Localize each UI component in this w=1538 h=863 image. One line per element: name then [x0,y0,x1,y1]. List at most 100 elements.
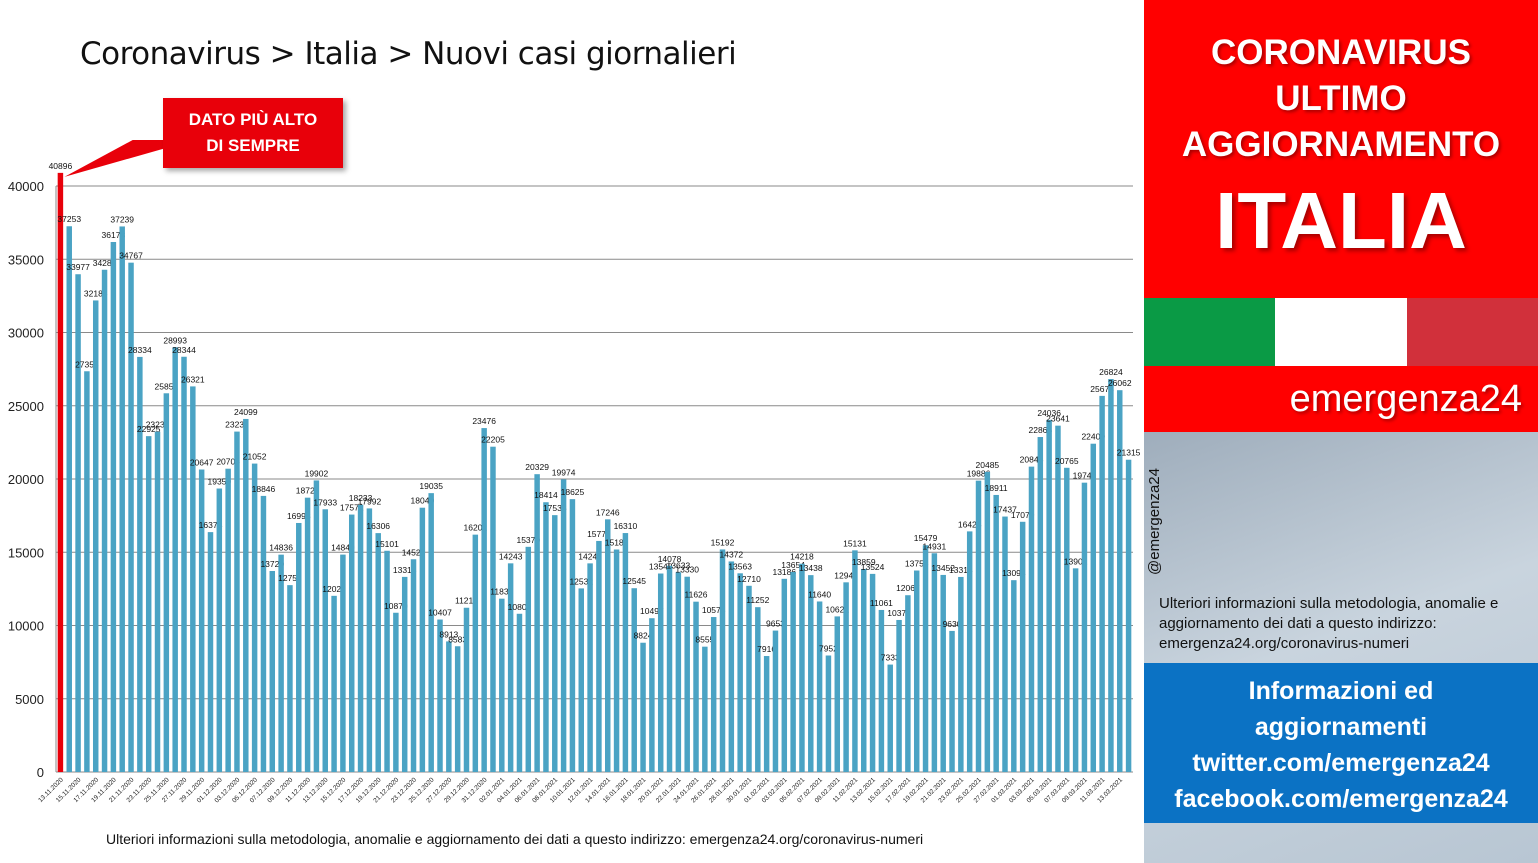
bar [75,274,81,772]
bar-group: 24036 [1037,408,1061,772]
bar-group: 33977 [66,262,90,772]
data-label: 22205 [481,435,505,445]
data-label: 24036 [1037,408,1061,418]
bar-group: 13318 [393,565,417,772]
data-label: 33977 [66,262,90,272]
bar [499,598,505,772]
data-label: 14836 [269,543,293,553]
bar-group: 11831 [490,587,514,772]
bar [119,226,125,773]
data-label: 32188 [84,288,108,298]
bar-group: 16374 [199,520,223,772]
data-label: 19035 [419,481,443,491]
bar-group: 15192 [711,537,735,772]
bar-group: 13859 [852,557,876,772]
bar-group: 18040 [411,496,435,772]
bar [940,574,946,772]
bar-group: 11212 [455,596,478,772]
data-label: 18040 [411,496,435,506]
y-tick-label: 30000 [8,326,44,341]
data-label: 13438 [799,563,823,573]
bar [702,646,708,772]
highest-value-callout: DATO PIÙ ALTO DI SEMPRE [163,98,343,168]
bar-group: 25673 [1090,384,1114,772]
data-label: 8824 [634,631,653,641]
bar-group: 18233 [349,493,373,772]
bar [534,474,540,772]
bar-group: 15131 [843,538,867,772]
data-label: 18625 [561,487,585,497]
bar [596,540,602,772]
bar-group: 12710 [737,574,761,772]
bar [622,533,629,772]
bar [569,499,576,772]
bar [128,262,134,772]
data-label: 16202 [464,523,488,533]
bar [1046,419,1052,772]
bar [145,436,152,772]
bar-group: 14241 [578,551,602,772]
bar [304,497,311,772]
bar [1099,395,1105,772]
y-tick-label: 5000 [15,692,44,707]
bar [84,371,90,772]
data-label: 19974 [552,467,576,477]
bar [366,508,373,772]
data-label: 13186 [772,567,796,577]
data-label: 14372 [720,549,744,559]
bar-group: 7916 [757,644,776,772]
data-label: 18726 [296,486,320,496]
bar [393,612,399,772]
bar [1125,459,1132,772]
data-label: 19886 [967,469,991,479]
bar-group: 12025 [322,584,346,772]
data-label: 18846 [252,484,276,494]
bar [207,532,214,772]
bar [1055,425,1061,772]
bar [331,595,337,772]
bar [225,468,231,772]
bar [975,480,982,772]
bar-group: 14836 [269,543,293,772]
bar-group: 19035 [419,481,443,772]
data-label: 20765 [1055,456,1079,466]
bar [905,595,911,772]
bar [657,573,664,772]
bar [587,563,593,772]
bar-group: 17079 [1011,510,1035,772]
bar-group: 27354 [75,359,99,772]
bar-group: 18414 [534,490,558,772]
bar [419,507,426,772]
data-label: 34767 [119,251,143,261]
bar-chart: 0 5000 10000 15000 20000 25000 30000 35000 40000… [8,140,1141,804]
headline-line-1: CORONAVIRUS [1211,33,1471,72]
data-label: 15771 [587,529,611,539]
headline-line-2: ULTIMO [1275,79,1407,118]
bar-group: 12947 [834,570,858,772]
bar-group: 26062 [1108,378,1132,772]
bar [684,576,690,772]
data-label: 13524 [861,562,885,572]
bar [772,630,779,772]
data-label: 13318 [393,565,417,575]
twitter-link[interactable]: twitter.com/emergenza24 [1192,749,1490,777]
bar [198,469,205,772]
bar-group: 13186 [772,567,796,772]
bar [552,515,558,772]
bar [578,588,584,772]
bar [137,356,143,772]
data-label: 18911 [985,483,1008,493]
data-label: 13753 [905,559,929,569]
data-label: 28334 [128,345,152,355]
bar [490,446,496,772]
bar-group: 14078 [658,554,682,772]
facebook-link[interactable]: facebook.com/emergenza24 [1174,785,1508,813]
bar-group: 18911 [985,483,1008,772]
data-label: 7916 [757,644,776,654]
y-tick-label: 15000 [8,545,44,560]
bar [463,607,470,772]
bar [719,549,726,772]
bar [825,655,832,772]
bar-group: 18625 [561,487,585,772]
data-label: 11831 [490,587,513,597]
